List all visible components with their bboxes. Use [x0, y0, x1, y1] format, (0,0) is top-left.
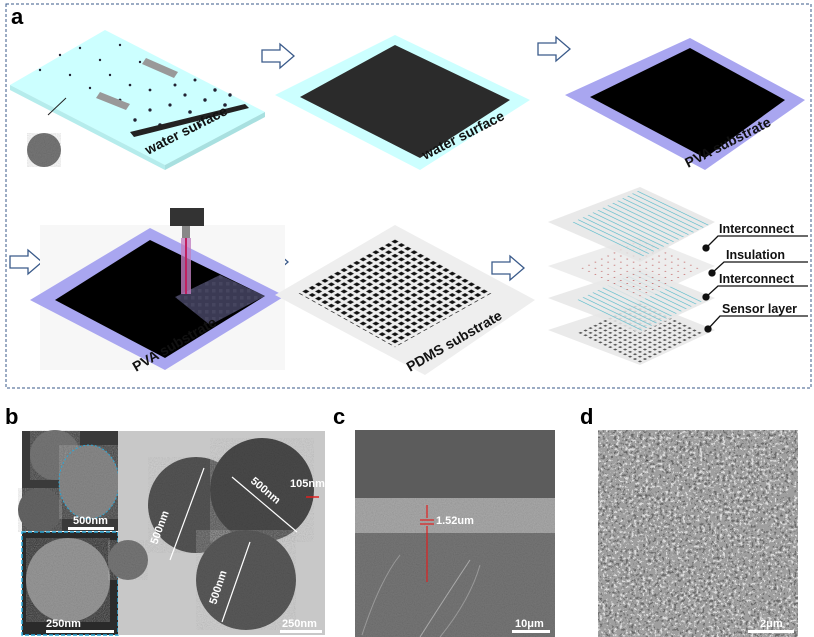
- scale-bar-label: 10μm: [515, 618, 544, 630]
- panel-d-sem-image: 2μm: [598, 430, 798, 637]
- layer-label: Interconnect: [719, 222, 795, 236]
- scale-bar-label: 250nm: [46, 618, 81, 630]
- panel-c-cross-section-image: 1.52um 10μm: [355, 430, 555, 637]
- laser-icon: [170, 208, 204, 226]
- panel-a-label: a: [11, 4, 24, 29]
- arrow-icon: [261, 42, 295, 70]
- panel-b-label: b: [5, 404, 18, 429]
- panel-b-tem-image: 500nm 500nm 500nm 105nm 250nm: [108, 431, 325, 635]
- nanoparticle-icon: [27, 133, 61, 167]
- panel-d-label: d: [580, 404, 593, 429]
- panel-b-sem-inset-bottom: 250nm: [21, 531, 119, 636]
- thickness-label: 1.52um: [436, 515, 474, 527]
- step2-film-on-water: water surface: [275, 35, 530, 170]
- step1-water-surface-assembly: water surface: [10, 30, 265, 170]
- shell-thickness-label: 105nm: [290, 478, 325, 490]
- arrow-icon: [9, 248, 43, 276]
- layer-label: Interconnect: [719, 272, 795, 286]
- panel-a-frame: [5, 3, 812, 389]
- layer-label: Insulation: [726, 248, 785, 262]
- scale-bar-label: 2μm: [760, 618, 783, 630]
- layer-label: Sensor layer: [722, 302, 797, 316]
- scale-bar-label: 500nm: [73, 515, 108, 527]
- step3-film-on-pva: PVA substrate: [565, 38, 805, 171]
- step4-laser-patterning: PVA substrate: [30, 208, 285, 375]
- panel-c-label: c: [333, 404, 345, 429]
- arrow-icon: [537, 35, 571, 63]
- arrow-icon: [491, 254, 525, 282]
- step6-layer-stack: Interconnect Insulation Interconnect Sen…: [548, 187, 808, 365]
- scale-bar-label: 250nm: [282, 618, 317, 630]
- step5-pdms-array: PDMS substrate: [275, 225, 535, 375]
- panel-b-sem-inset-top: 500nm: [18, 430, 120, 532]
